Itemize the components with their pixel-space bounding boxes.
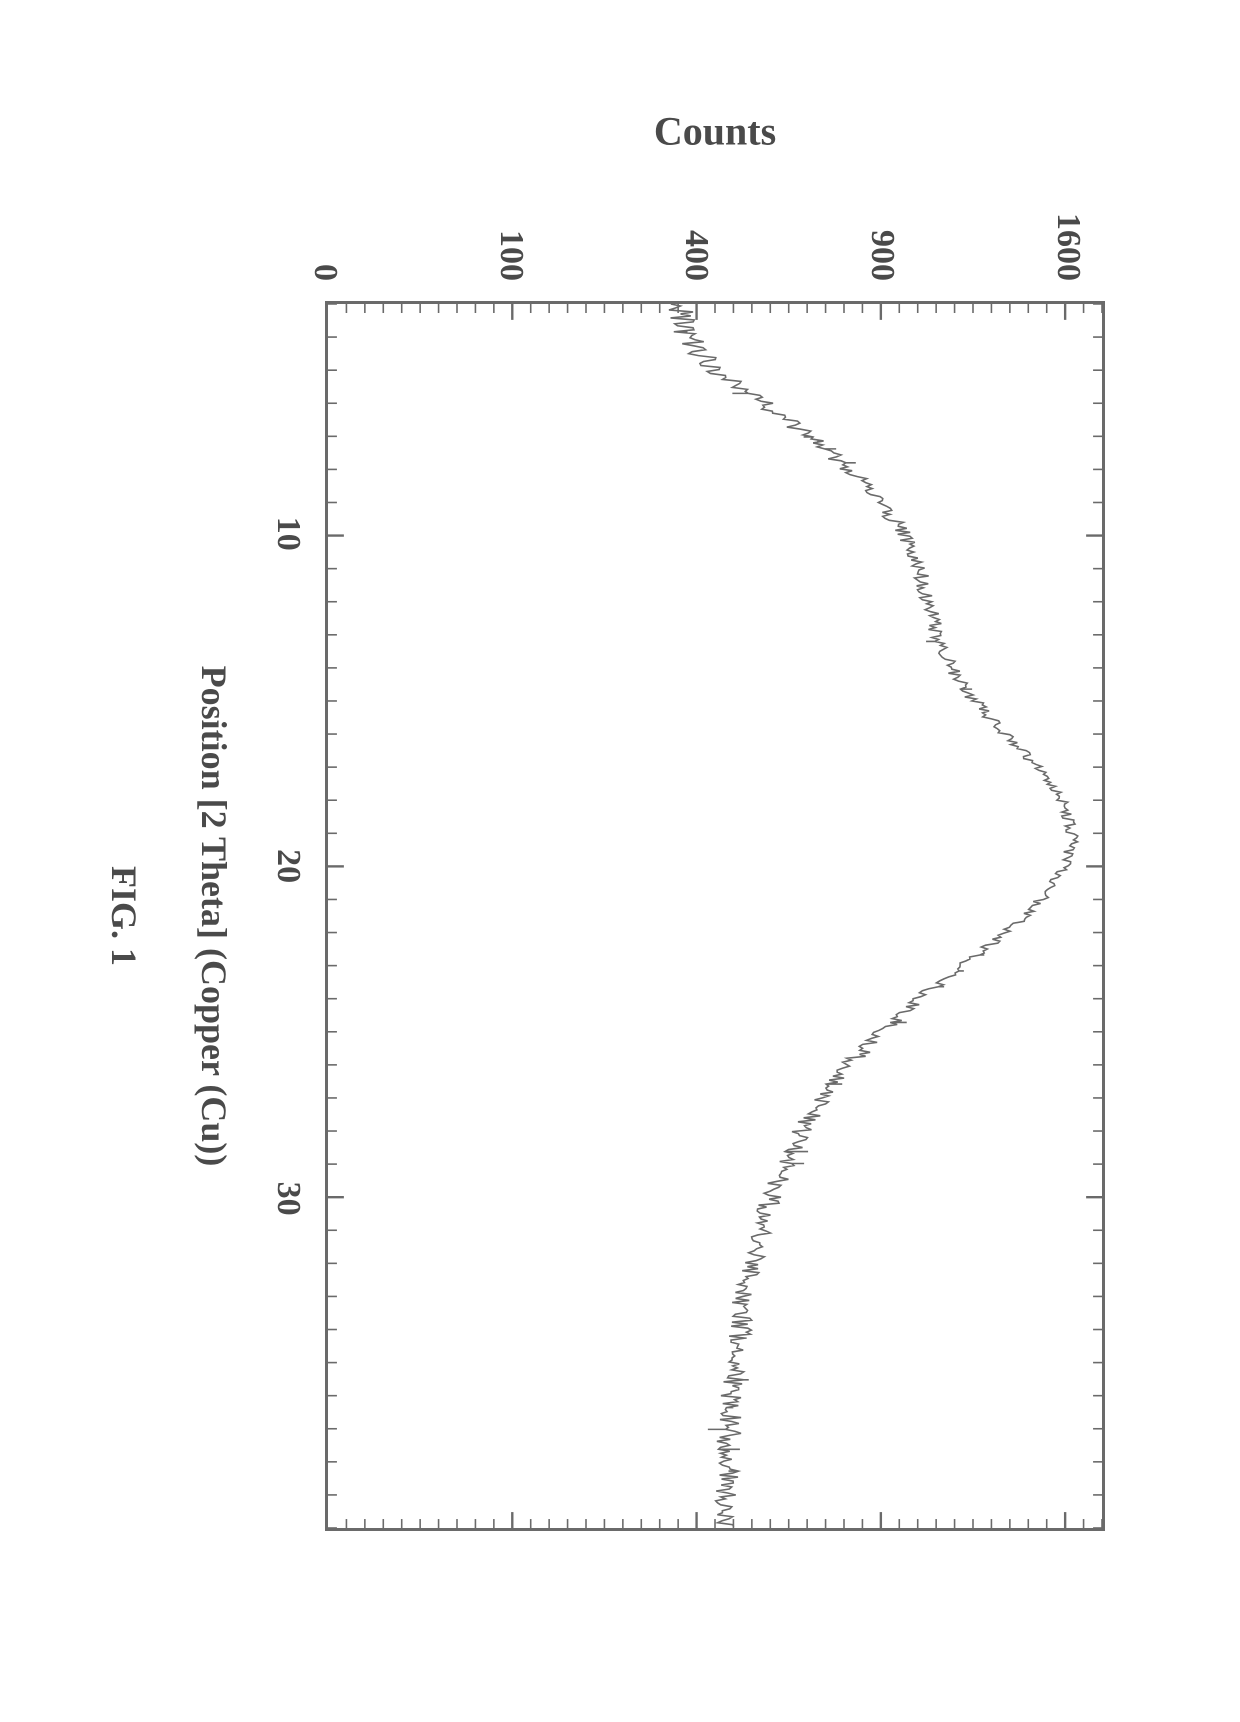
page: Counts 01004009001600 102030 Position [2… (0, 0, 1240, 1722)
x-tick-label: 20 (269, 849, 307, 883)
plot-svg (328, 304, 1102, 1528)
x-axis-label: Position [2 Theta] (Copper (Cu)) (193, 666, 235, 1167)
figure-caption: FIG. 1 (103, 866, 145, 966)
y-tick-label: 1600 (1049, 213, 1087, 281)
y-tick-label: 100 (492, 230, 530, 281)
y-axis-ticks: 01004009001600 (325, 111, 1105, 301)
xrd-chart: Counts 01004009001600 102030 Position [2… (95, 111, 1145, 1611)
y-tick-label: 400 (677, 230, 715, 281)
plot-area (325, 301, 1105, 1531)
x-tick-label: 30 (269, 1182, 307, 1216)
x-axis-ticks: 10 20 30 (245, 301, 325, 1531)
y-tick-label: 900 (863, 230, 901, 281)
y-tick-label: 0 (306, 264, 344, 281)
x-tick-label: 10 (269, 517, 307, 551)
